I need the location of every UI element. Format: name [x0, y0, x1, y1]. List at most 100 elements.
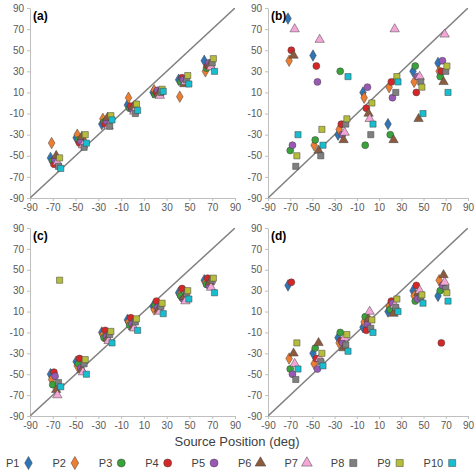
legend-item: P6	[238, 457, 266, 469]
axis-line	[30, 229, 31, 417]
figure: -90-70-50-30-101030507090-90-70-50-30-10…	[0, 0, 474, 474]
series	[289, 50, 448, 153]
tick-label: -90	[10, 411, 25, 422]
legend-item: P9	[377, 457, 403, 469]
point	[211, 68, 217, 74]
tick-label: -50	[248, 150, 263, 161]
series	[293, 68, 449, 169]
tick-label: 90	[251, 3, 263, 14]
tick: 30	[162, 198, 174, 213]
tick: -30	[92, 198, 107, 213]
tick-label: -90	[10, 193, 25, 204]
tick-mark	[76, 198, 77, 201]
tick-label: 30	[396, 420, 408, 431]
tick-label: -30	[10, 129, 25, 140]
tick: 90	[230, 198, 242, 213]
series	[49, 65, 210, 165]
tick-label: -70	[283, 420, 298, 431]
tick: 10	[374, 416, 386, 431]
point	[160, 88, 166, 94]
tick-label: 30	[162, 420, 174, 431]
series	[55, 277, 215, 386]
tick-label: -70	[10, 172, 25, 183]
tick-label: -70	[248, 390, 263, 401]
tick-label: 30	[162, 202, 174, 213]
point	[439, 76, 448, 84]
tick-mark	[265, 270, 268, 271]
tick-mark	[265, 228, 268, 229]
point	[365, 306, 374, 314]
legend-item: P3	[99, 457, 125, 469]
point	[210, 56, 216, 62]
tick-mark	[27, 29, 30, 30]
tick-mark	[446, 416, 447, 419]
tick: 30	[13, 285, 30, 296]
tick-mark	[27, 291, 30, 292]
tick-label: 10	[251, 306, 263, 317]
series	[288, 47, 445, 128]
tick-label: -10	[248, 108, 263, 119]
x-axis: -90-70-50-30-101030507090	[23, 198, 241, 213]
tick-label: -10	[248, 327, 263, 338]
tick-mark	[290, 416, 291, 419]
tick: 70	[207, 416, 219, 431]
tick-label: 50	[251, 45, 263, 56]
tick-label: 10	[251, 87, 263, 98]
tick-label: -90	[261, 202, 276, 213]
point	[318, 153, 324, 159]
series	[287, 287, 444, 372]
tick-mark	[290, 198, 291, 201]
tick: 70	[251, 24, 268, 35]
series	[286, 274, 443, 369]
tick-mark	[235, 198, 236, 201]
tick: -50	[248, 369, 268, 380]
tick-label: -30	[328, 420, 343, 431]
series	[289, 270, 448, 356]
point	[345, 348, 351, 354]
tick-mark	[144, 198, 145, 201]
axis-line	[269, 416, 469, 417]
tick-label: 50	[418, 202, 430, 213]
point	[337, 68, 344, 75]
tick-label: 70	[207, 420, 219, 431]
series	[285, 13, 442, 141]
series	[52, 59, 213, 163]
point	[135, 107, 141, 113]
point	[82, 132, 88, 138]
tick-mark	[235, 416, 236, 419]
tick-mark	[27, 114, 30, 115]
tick-label: 10	[13, 306, 25, 317]
tick-mark	[27, 177, 30, 178]
point	[58, 165, 64, 171]
point	[125, 92, 132, 103]
tick: 50	[251, 264, 268, 275]
tick-mark	[167, 198, 168, 201]
tick: 90	[13, 223, 30, 234]
tick-label: -10	[10, 108, 25, 119]
tick: -90	[261, 198, 276, 213]
point	[293, 163, 299, 169]
tick-label: 70	[441, 420, 453, 431]
tick: -30	[10, 129, 30, 140]
tick-mark	[212, 416, 213, 419]
tick: -10	[248, 108, 268, 119]
tick-label: 50	[184, 420, 196, 431]
tick-label: 70	[251, 244, 263, 255]
tick: 50	[418, 198, 430, 213]
axis-line	[31, 198, 236, 199]
tick: -30	[328, 416, 343, 431]
series	[53, 282, 216, 398]
point	[340, 332, 349, 340]
tick: -10	[248, 327, 268, 338]
series	[48, 277, 208, 386]
tick-mark	[265, 249, 268, 250]
reference-line	[30, 228, 235, 416]
tick: 90	[13, 3, 30, 14]
tick-mark	[98, 198, 99, 201]
legend-label: P7	[284, 457, 297, 469]
series	[48, 66, 208, 149]
x-axis: -90-70-50-30-101030507090	[261, 198, 474, 213]
tick: 30	[251, 285, 268, 296]
tick-label: 50	[418, 420, 430, 431]
tick-label: -30	[92, 202, 107, 213]
